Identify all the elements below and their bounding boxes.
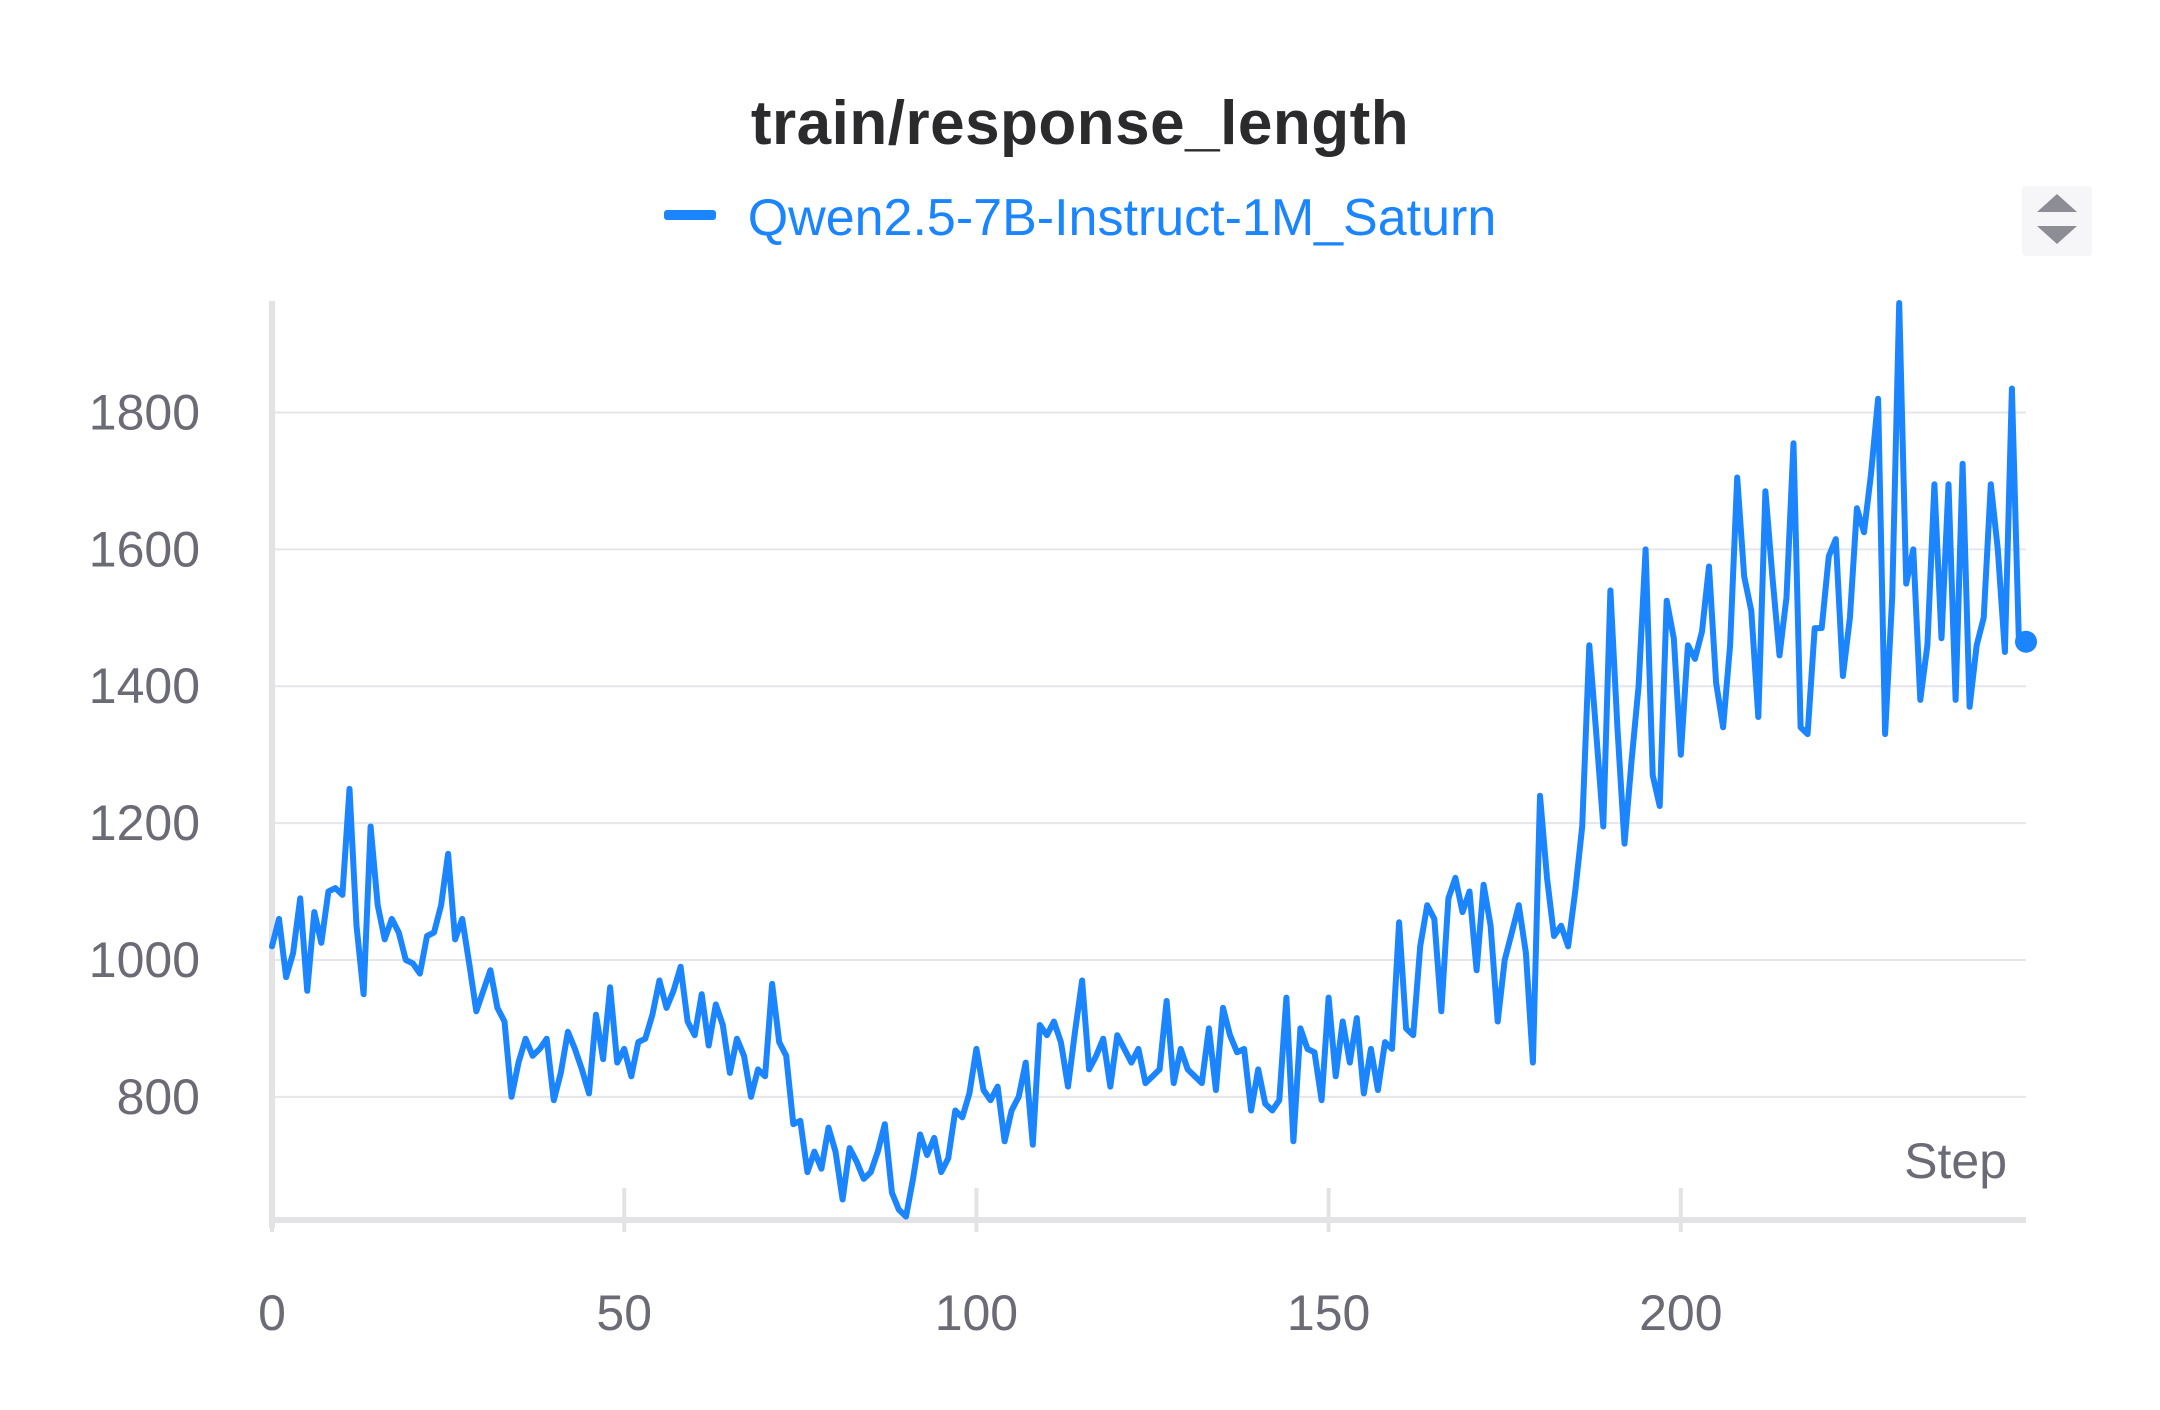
x-tick-label: 200 <box>1639 1285 1722 1341</box>
y-tick-label: 1800 <box>89 384 200 440</box>
series-line <box>269 300 2029 1220</box>
legend: Qwen2.5-7B-Instruct-1M_Saturn <box>0 188 2160 248</box>
legend-label: Qwen2.5-7B-Instruct-1M_Saturn <box>747 189 1497 247</box>
x-tick-label: 0 <box>258 1285 286 1341</box>
chart-title: train/response_length <box>750 89 1410 158</box>
y-tick-label: 1400 <box>89 658 200 714</box>
series-end-point <box>2015 630 2037 653</box>
x-axis-label: Step <box>1904 1133 2007 1189</box>
tick-labels: 800 1000 1200 1400 1600 1800 0 50 100 150 200 <box>89 384 1723 1341</box>
y-tick-label: 1200 <box>89 795 200 851</box>
x-tick-label: 50 <box>596 1285 652 1341</box>
series-layer <box>269 300 2037 1220</box>
y-tick-label: 1000 <box>89 932 200 988</box>
grid-lines <box>272 411 2026 1098</box>
arrow-down-icon[interactable] <box>2037 226 2077 244</box>
x-tick-label: 150 <box>1287 1285 1370 1341</box>
x-tick-label: 100 <box>935 1285 1018 1341</box>
y-tick-label: 1600 <box>89 521 200 577</box>
legend-swatch <box>663 210 716 221</box>
arrow-up-icon[interactable] <box>2037 194 2077 212</box>
y-tick-label: 800 <box>117 1069 200 1125</box>
axes <box>269 301 2026 1232</box>
legend-scroll-arrows[interactable] <box>2022 186 2092 256</box>
